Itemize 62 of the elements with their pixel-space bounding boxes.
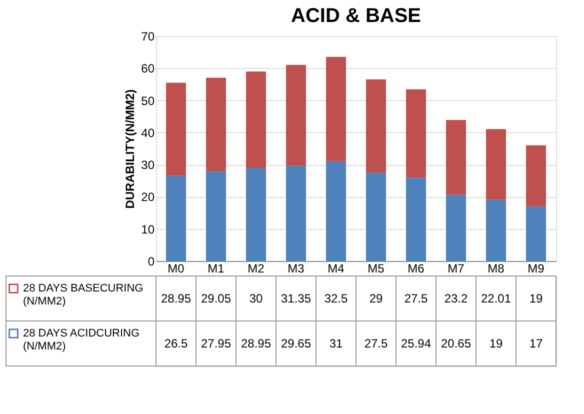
x-tick-label: M9 [528,262,545,276]
x-tick-label: M8 [488,262,505,276]
x-tick-label: M1 [208,262,225,276]
bar [446,120,466,195]
y-tick-label: 60 [141,62,155,76]
bar [326,161,346,261]
bar [206,171,226,261]
bar [366,172,386,261]
bar [206,78,226,172]
data-label: 28.95 [240,336,272,350]
data-label: 31.35 [280,292,312,306]
bar [166,176,186,261]
bar [446,194,466,261]
data-label: 29 [369,292,383,306]
data-label: 20.65 [440,336,472,350]
y-tick-label: 30 [141,158,155,172]
legend-label: 28 DAYS BASECURING (N/MM2) [23,282,144,308]
data-label: 27.5 [364,336,388,350]
x-tick-label: M0 [168,262,185,276]
x-tick-label: M6 [408,262,425,276]
y-tick-label: 20 [141,190,155,204]
y-axis-title: DURABILITY(N/MM2) [123,89,138,209]
data-label: 32.5 [324,292,348,306]
data-label: 27.5 [404,292,428,306]
bar [246,72,266,168]
bar [486,129,506,200]
bar [166,82,186,176]
data-label: 23.2 [444,292,468,306]
bar [406,89,426,178]
bar [366,79,386,173]
x-tick-label: M2 [248,262,265,276]
chart-title: ACID & BASE [290,5,422,27]
x-tick-label: M5 [368,262,385,276]
legend-label: 28 DAYS ACIDCURING (N/MM2) [23,328,140,352]
data-label: 30 [249,292,263,306]
x-tick-label: M4 [328,262,345,276]
x-tick-label: M3 [288,262,305,276]
bar [326,56,346,162]
y-tick-label: 40 [141,126,155,140]
bar [286,166,306,261]
data-label: 19 [529,292,543,306]
bar [526,206,546,261]
y-tick-label: 50 [141,94,155,108]
bar [486,200,506,261]
data-label: 26.5 [164,336,188,350]
data-label: 28.95 [160,292,192,306]
data-label: 29.05 [200,292,232,306]
x-tick-label: M7 [448,262,465,276]
data-label: 19 [489,336,503,350]
bar [526,145,546,206]
data-label: 17 [529,336,543,350]
y-tick-label: 70 [141,30,155,44]
data-label: 22.01 [480,292,512,306]
data-label: 25.94 [400,336,432,350]
data-label: 31 [329,336,343,350]
data-label: 29.65 [280,336,312,350]
y-tick-label: 0 [148,254,155,268]
bar [406,178,426,261]
bar [246,168,266,261]
bar [286,64,306,166]
y-tick-label: 10 [141,222,155,236]
data-label: 27.95 [200,336,232,350]
